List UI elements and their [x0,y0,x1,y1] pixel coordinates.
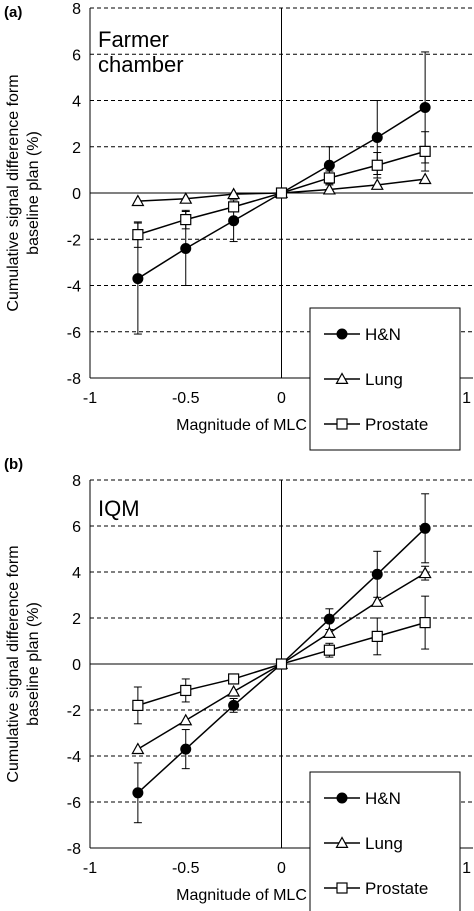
data-point [132,273,144,285]
data-point [132,787,144,799]
x-tick-label: 1 [462,860,471,877]
panel-label: (a) [4,4,22,21]
y-axis-title-line: baseline plan (%) [25,602,42,726]
legend-label: Lung [365,370,403,389]
y-tick-label: 2 [72,611,81,628]
data-point [323,613,335,625]
data-point [323,159,335,171]
y-axis-title-line: Cumulative signal difference form [5,545,22,782]
y-tick-label: -2 [67,232,81,249]
data-point [371,630,383,643]
x-tick-label: -0.5 [172,390,200,407]
data-point [419,101,431,113]
y-tick-label: 4 [72,565,81,582]
data-point [323,644,335,656]
data-point [228,673,240,685]
y-tick-label: -6 [67,325,81,342]
legend-marker [336,882,348,894]
data-point [371,568,383,580]
y-tick-label: 6 [72,519,81,536]
data-point [275,658,288,670]
y-tick-label: 6 [72,47,81,64]
legend-marker [335,836,349,849]
y-tick-label: 2 [72,140,81,157]
y-tick-label: 8 [72,473,81,490]
series-prostate [132,595,431,725]
data-point [228,215,240,227]
data-point [227,187,241,200]
x-tick-label: -1 [83,860,97,877]
y-tick-label: 0 [72,657,81,674]
panel-title-line: Farmer [98,27,169,52]
y-tick-label: -4 [67,279,81,296]
legend-label: Prostate [365,879,428,898]
data-point [228,699,240,711]
y-tick-label: -2 [67,703,81,720]
data-point [323,172,335,184]
data-point [275,187,288,199]
legend-marker [336,328,348,340]
y-tick-label: 0 [72,186,81,203]
data-point [371,159,383,171]
panel-title-line: chamber [98,52,184,77]
x-tick-label: -1 [83,390,97,407]
data-point [132,699,144,712]
legend-marker [336,792,348,804]
data-point [419,616,431,629]
y-axis-title-line: Cumulative signal difference form [5,74,22,311]
data-point [180,243,192,254]
y-axis-title: Cumulative signal difference form baselin… [5,74,42,311]
data-point [180,743,192,755]
data-point [132,229,144,241]
data-point [180,213,192,226]
y-axis-title-line: baseline plan (%) [25,131,42,255]
data-point [131,742,145,755]
x-tick-label: 1 [462,390,471,407]
data-point [179,713,193,726]
legend-marker [335,372,349,384]
y-tick-label: -8 [67,841,81,858]
legend: H&N Lung Prostate [309,307,461,451]
panel-label: (b) [4,456,23,473]
legend-marker [336,418,348,430]
panel-title: IQM [98,496,140,521]
legend-label: Lung [365,834,403,853]
y-tick-label: -8 [67,371,81,388]
panel-title-line: IQM [98,496,140,521]
y-tick-label: -6 [67,795,81,812]
data-point [418,172,432,185]
legend-label: Prostate [365,415,428,434]
series-prostate [132,131,431,248]
data-point [227,684,241,697]
data-point [180,684,192,697]
legend-label: H&N [365,789,401,808]
data-point [179,192,193,204]
data-point [418,566,432,579]
data-point [419,145,431,157]
x-tick-label: -0.5 [172,860,200,877]
y-tick-label: 4 [72,94,81,111]
data-point [228,201,240,213]
data-point [322,626,336,638]
legend-label: H&N [365,325,401,344]
data-point [371,132,383,143]
data-point [370,178,384,190]
x-tick-label: 0 [277,860,286,877]
y-tick-label: 8 [72,1,81,18]
x-tick-label: 0 [277,390,286,407]
data-point [370,595,384,607]
data-point [419,522,431,534]
y-axis-title: Cumulative signal difference form baselin… [5,545,42,782]
data-point [131,194,145,207]
legend: H&N Lung Prostate [309,771,461,911]
data-point [322,182,336,195]
panel-title: Farmer chamber [98,27,184,77]
y-tick-label: -4 [67,749,81,766]
